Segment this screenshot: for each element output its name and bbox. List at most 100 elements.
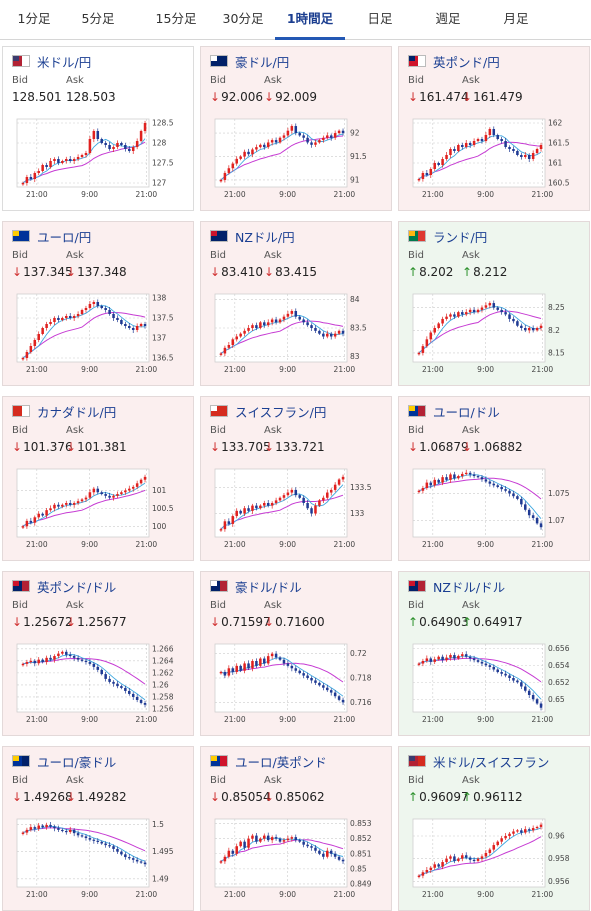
rate-card[interactable]: 英ポンド/ドル Bid Ask ↓1.25672 ↓1.25677 1.266 1… [2, 571, 194, 736]
ask-label: Ask [264, 75, 282, 86]
candle [500, 307, 503, 315]
rate-card[interactable]: 米ドル/スイスフラン Bid Ask ↑0.96097 ↑0.96112 0.9… [398, 746, 590, 911]
candle [468, 654, 472, 662]
bid-value: 128.501 [12, 90, 62, 104]
candle [472, 655, 476, 663]
hourly-candle-chart[interactable]: 0.853 0.852 0.851 0.85 0.849 21:00 9:00 21:00 [209, 815, 387, 905]
currency-pair-link[interactable]: 英ポンド/ドル [37, 580, 117, 595]
rate-card[interactable]: ユーロ/英ポンド Bid Ask ↓0.85054 ↓0.85062 0.853… [200, 746, 392, 911]
rate-card[interactable]: NZドル/円 Bid Ask ↓83.410 ↓83.415 84 83.5 83 2… [200, 221, 392, 386]
candle [104, 140, 107, 148]
candle [68, 313, 72, 320]
candle [33, 515, 37, 526]
currency-pair-link[interactable]: ユーロ/円 [37, 230, 92, 245]
candle [84, 150, 88, 158]
candle [535, 697, 539, 705]
candle [461, 309, 464, 317]
currency-pair-link[interactable]: ユーロ/豪ドル [37, 755, 117, 770]
rate-card[interactable]: 米ドル/円 Bid Ask 128.501 128.503 128.5 128 12… [2, 46, 194, 211]
candle [310, 323, 313, 331]
candle [227, 847, 231, 859]
hourly-candle-chart[interactable]: 92 91.5 91 21:00 9:00 21:00 [209, 115, 387, 205]
candle [516, 494, 519, 501]
hourly-candle-chart[interactable]: 128.5 128 127.5 127 21:00 9:00 21:00 [11, 115, 189, 205]
hourly-candle-chart[interactable]: 138 137.5 137 136.5 21:00 9:00 21:00 [11, 290, 189, 380]
rate-card[interactable]: ユーロ/豪ドル Bid Ask ↓1.49268 ↓1.49282 1.5 1.4… [2, 746, 194, 911]
candle [302, 133, 305, 141]
currency-pair-link[interactable]: ユーロ/ドル [433, 405, 500, 420]
bid-value: ↓92.006 [210, 90, 263, 104]
down-arrow-icon: ↓ [66, 615, 77, 629]
chart-svg: 92 91.5 91 21:00 9:00 21:00 [214, 118, 367, 199]
tab-4[interactable]: 1時間足 [275, 0, 345, 40]
y-tick-label: 136.5 [152, 354, 174, 363]
chart-svg: 138 137.5 137 136.5 21:00 9:00 21:00 [16, 294, 174, 374]
tab-7[interactable]: 月足 [503, 11, 529, 26]
currency-pair-link[interactable]: 英ポンド/円 [433, 55, 500, 70]
candle [535, 147, 539, 155]
currency-pair-link[interactable]: 米ドル/スイスフラン [433, 755, 550, 770]
y-tick-label: 0.85 [350, 864, 367, 873]
currency-pair-link[interactable]: ランド/円 [433, 230, 488, 245]
hourly-candle-chart[interactable]: 0.656 0.654 0.652 0.65 21:00 9:00 21:00 [407, 640, 585, 730]
rate-card[interactable]: 豪ドル/円 Bid Ask ↓92.006 ↓92.009 92 91.5 91 21… [200, 46, 392, 211]
candle [476, 474, 480, 479]
down-arrow-icon: ↓ [210, 90, 221, 104]
hourly-candle-chart[interactable]: 8.25 8.2 8.15 21:00 9:00 21:00 [407, 290, 585, 380]
candle [255, 503, 258, 511]
hourly-candle-chart[interactable]: 133.5 133 21:00 9:00 21:00 [209, 465, 387, 555]
ask-value: ↓1.06882 [462, 440, 523, 454]
candle [135, 857, 139, 864]
rate-card[interactable]: ユーロ/円 Bid Ask ↓137.345 ↓137.348 138 137.5… [2, 221, 194, 386]
tab-2[interactable]: 15分足 [155, 11, 197, 26]
hourly-candle-chart[interactable]: 84 83.5 83 21:00 9:00 21:00 [209, 290, 387, 380]
chart-svg: 1.5 1.495 1.49 21:00 9:00 21:00 [16, 818, 174, 899]
candle [326, 132, 329, 140]
rate-card[interactable]: 英ポンド/円 Bid Ask ↓161.474 ↓161.479 162 161.… [398, 46, 590, 211]
rate-card[interactable]: カナダドル/円 Bid Ask ↓101.376 ↓101.381 101 100… [2, 396, 194, 561]
candle [476, 857, 480, 863]
candle [49, 319, 52, 326]
tab-5[interactable]: 日足 [367, 11, 393, 26]
candle [255, 658, 258, 669]
y-tick-label: 1.266 [152, 644, 174, 653]
tab-6[interactable]: 週足 [435, 11, 461, 26]
hourly-candle-chart[interactable]: 1.075 1.07 21:00 9:00 21:00 [407, 465, 585, 555]
candle [433, 160, 436, 172]
currency-pair-link[interactable]: ユーロ/英ポンド [235, 755, 327, 770]
hourly-candle-chart[interactable]: 1.266 1.264 1.262 1.26 1.258 1.256 21:00 9:00 21… [11, 640, 189, 730]
candle [57, 825, 60, 833]
candle [100, 137, 103, 145]
currency-pair-link[interactable]: 豪ドル/ドル [235, 580, 302, 595]
hourly-candle-chart[interactable]: 0.96 0.958 0.956 21:00 9:00 21:00 [407, 815, 585, 905]
hourly-candle-chart[interactable]: 0.72 0.718 0.716 21:00 9:00 21:00 [209, 640, 387, 730]
bid-value: ↓83.410 [210, 265, 263, 279]
rate-card[interactable]: スイスフラン/円 Bid Ask ↓133.705 ↓133.721 133.5… [200, 396, 392, 561]
candle [80, 658, 84, 663]
ask-label: Ask [462, 75, 480, 86]
currency-pair-link[interactable]: 豪ドル/円 [235, 55, 290, 70]
hourly-candle-chart[interactable]: 101 100.5 100 21:00 9:00 21:00 [11, 465, 189, 555]
y-tick-label: 0.852 [350, 834, 372, 843]
hourly-candle-chart[interactable]: 162 161.5 161 160.5 21:00 9:00 21:00 [407, 115, 585, 205]
hourly-candle-chart[interactable]: 1.5 1.495 1.49 21:00 9:00 21:00 [11, 815, 189, 905]
currency-pair-link[interactable]: スイスフラン/円 [235, 405, 327, 420]
currency-pair-link[interactable]: 米ドル/円 [37, 55, 92, 70]
currency-pair-link[interactable]: NZドル/ドル [433, 580, 506, 595]
candle [449, 854, 452, 862]
tab-0[interactable]: 1分足 [17, 11, 51, 26]
candle [219, 178, 223, 183]
currency-pair-link[interactable]: カナダドル/円 [37, 405, 117, 420]
rate-card[interactable]: ランド/円 Bid Ask ↑8.202 ↑8.212 8.25 8.2 8.15 2… [398, 221, 590, 386]
candle [310, 506, 313, 517]
rate-card[interactable]: NZドル/ドル Bid Ask ↑0.64903 ↑0.64917 0.656 0… [398, 571, 590, 736]
candle [72, 157, 76, 164]
tab-1[interactable]: 5分足 [81, 11, 115, 26]
down-arrow-icon: ↓ [210, 790, 221, 804]
rate-card[interactable]: ユーロ/ドル Bid Ask ↓1.06879 ↓1.06882 1.075 1.… [398, 396, 590, 561]
rate-card[interactable]: 豪ドル/ドル Bid Ask ↓0.71597 ↓0.71600 0.72 0.7… [200, 571, 392, 736]
tab-3[interactable]: 30分足 [222, 11, 264, 26]
x-tick-label: 21:00 [224, 365, 246, 374]
currency-pair-link[interactable]: NZドル/円 [235, 230, 295, 245]
candle [461, 471, 464, 479]
